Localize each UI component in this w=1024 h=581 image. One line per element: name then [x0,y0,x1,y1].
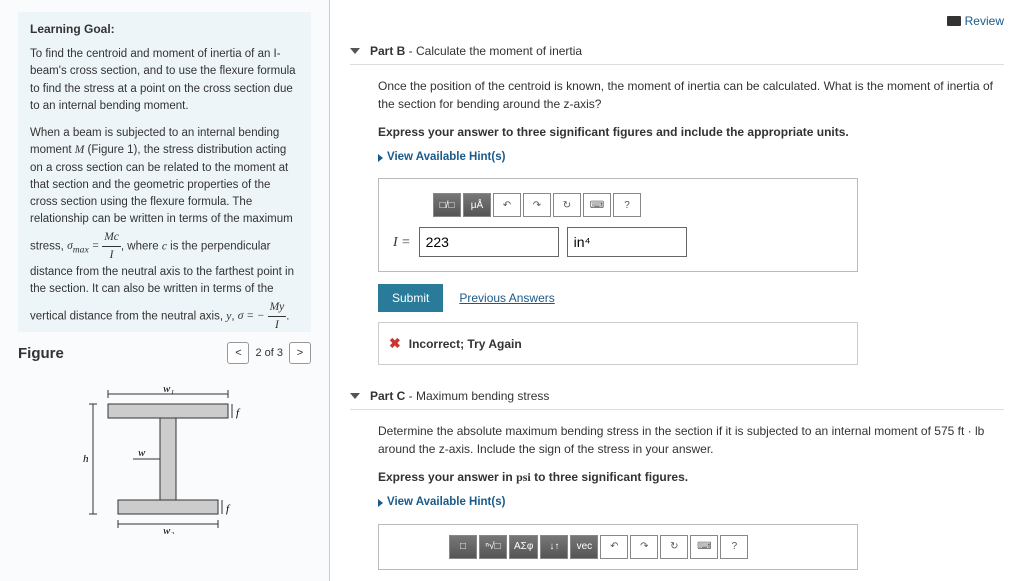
tool-undo[interactable]: ↶ [493,193,521,217]
feedback-text: Incorrect; Try Again [409,335,522,353]
tool-help[interactable]: ? [720,535,748,559]
pager-next-button[interactable]: > [289,342,311,364]
var-M: M [75,144,85,156]
collapse-icon [350,48,360,54]
figure-title: Figure [18,345,64,362]
part-b-submit-button[interactable]: Submit [378,284,443,312]
tool-fraction[interactable]: □/□ [433,193,461,217]
tool-vec[interactable]: vec [570,535,598,559]
part-c-header[interactable]: Part C - Maximum bending stress [350,383,1004,410]
part-c-instruction: Express your answer in psi to three sign… [378,468,1004,486]
part-c-title: Part C - Maximum bending stress [370,389,549,403]
figure-header: Figure < 2 of 3 > [18,342,311,364]
part-c-toolbar: □ ⁿ√□ ΑΣφ ↓↑ vec ↶ ↷ ↻ ⌨ ? [449,535,847,559]
learning-goal-box: Learning Goal: To find the centroid and … [18,12,311,332]
tool-templates[interactable]: □ [449,535,477,559]
svg-text:f: f [236,407,241,419]
tool-redo[interactable]: ↷ [523,193,551,217]
figure-area: w₁ w₂ h w f f [18,374,311,547]
pager-text: 2 of 3 [255,347,283,359]
part-b-submit-row: Submit Previous Answers [378,284,1004,312]
svg-text:w₁: w₁ [163,384,174,395]
part-b-answer-box: □/□ μÅ ↶ ↷ ↻ ⌨ ? I = [378,178,858,272]
tool-subscript[interactable]: ↓↑ [540,535,568,559]
svg-text:h: h [83,453,89,465]
left-panel: Learning Goal: To find the centroid and … [0,0,330,581]
part-b-input-label: I = [393,232,411,253]
chevron-right-icon [378,154,383,162]
part-c: Part C - Maximum bending stress Determin… [350,383,1004,569]
part-b-toolbar: □/□ μÅ ↶ ↷ ↻ ⌨ ? [433,193,843,217]
tool-units[interactable]: μÅ [463,193,491,217]
tool-redo[interactable]: ↷ [630,535,658,559]
tool-help[interactable]: ? [613,193,641,217]
chevron-right-icon [378,499,383,507]
part-c-question: Determine the absolute maximum bending s… [378,422,1004,458]
part-c-body: Determine the absolute maximum bending s… [350,410,1004,569]
part-b-question: Once the position of the centroid is kno… [378,77,1004,113]
part-b: Part B - Calculate the moment of inertia… [350,38,1004,365]
sigma-formula: σ = − MyI [238,310,287,322]
var-y: y [226,310,231,322]
part-b-instruction: Express your answer to three significant… [378,123,1004,141]
goal-text: To find the centroid and moment of inert… [30,46,299,332]
svg-text:w₂: w₂ [163,525,174,534]
part-b-units-input[interactable] [567,227,687,257]
review-link[interactable]: Review [350,10,1004,38]
collapse-icon [350,393,360,399]
tool-reset[interactable]: ↻ [553,193,581,217]
book-icon [947,16,961,26]
part-c-hints-link[interactable]: View Available Hint(s) [378,494,1004,511]
sigma-max-formula: σmax = McI [67,240,121,252]
goal-p2: When a beam is subjected to an internal … [30,125,299,332]
svg-text:f: f [226,503,231,515]
tool-keyboard[interactable]: ⌨ [583,193,611,217]
figure-pager: < 2 of 3 > [227,342,311,364]
incorrect-icon: ✖ [389,333,401,354]
goal-title: Learning Goal: [30,22,299,36]
pager-prev-button[interactable]: < [227,342,249,364]
ibeam-figure: w₁ w₂ h w f f [48,384,278,534]
part-b-previous-link[interactable]: Previous Answers [459,289,554,307]
part-b-value-input[interactable] [419,227,559,257]
part-b-body: Once the position of the centroid is kno… [350,65,1004,365]
part-b-input-row: I = [393,227,843,257]
tool-reset[interactable]: ↻ [660,535,688,559]
right-panel: Review Part B - Calculate the moment of … [330,0,1024,581]
tool-keyboard[interactable]: ⌨ [690,535,718,559]
part-b-header[interactable]: Part B - Calculate the moment of inertia [350,38,1004,65]
part-b-title: Part B - Calculate the moment of inertia [370,44,582,58]
svg-text:w: w [138,447,146,459]
goal-p1: To find the centroid and moment of inert… [30,46,299,115]
tool-undo[interactable]: ↶ [600,535,628,559]
tool-greek[interactable]: ΑΣφ [509,535,538,559]
part-b-feedback: ✖ Incorrect; Try Again [378,322,858,365]
tool-root[interactable]: ⁿ√□ [479,535,507,559]
part-b-hints-link[interactable]: View Available Hint(s) [378,149,1004,166]
part-c-answer-box: □ ⁿ√□ ΑΣφ ↓↑ vec ↶ ↷ ↻ ⌨ ? [378,524,858,570]
